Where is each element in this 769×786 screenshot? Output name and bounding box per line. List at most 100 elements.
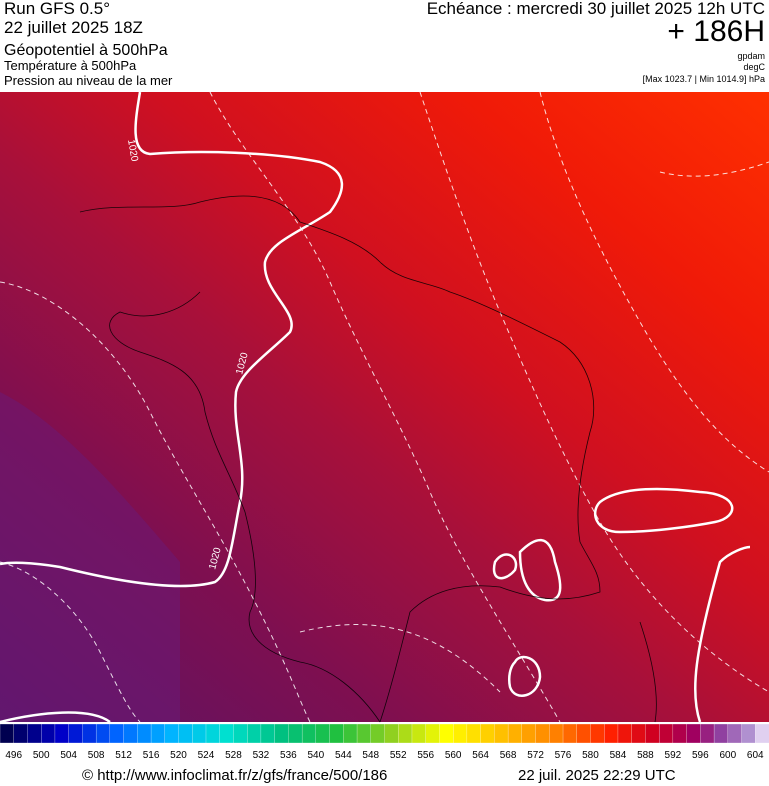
- color-swatch: [384, 724, 399, 744]
- field: Température à 500hPa: [4, 58, 137, 73]
- color-swatch: [590, 724, 605, 744]
- colorbar-label: 500: [33, 750, 50, 761]
- color-swatch: [54, 724, 70, 744]
- colorbar-label: 568: [500, 750, 517, 761]
- color-swatch: [301, 724, 317, 744]
- isotherms: [0, 92, 769, 723]
- color-swatch: [576, 724, 591, 744]
- color-swatch: [507, 724, 523, 744]
- run: Run GFS 0.5°: [4, 0, 111, 18]
- colorbar-label: 604: [747, 750, 764, 761]
- color-swatch: [453, 724, 468, 744]
- color-swatch: [356, 724, 372, 744]
- colorbar-label: 592: [665, 750, 682, 761]
- colorbar-label: 560: [445, 750, 462, 761]
- colorbar: 496 500 504 508 512 516 520 524 528 532 536 540 544 5…: [0, 724, 769, 761]
- color-swatch: [192, 724, 207, 744]
- color-swatch: [658, 724, 674, 744]
- color-swatch: [617, 724, 633, 744]
- color-swatch: [466, 724, 482, 744]
- color-swatch: [439, 724, 454, 744]
- isobars: [0, 92, 751, 724]
- color-swatch: [219, 724, 234, 744]
- color-swatch: [398, 724, 413, 744]
- colorbar-label: 600: [719, 750, 736, 761]
- run-date: 22 juillet 2025 18Z: [4, 18, 143, 37]
- colorbar-label: 596: [692, 750, 709, 761]
- color-swatch: [13, 724, 28, 744]
- color-swatch: [27, 724, 42, 744]
- forecast: Echéance : mercredi 30 juillet 2025 12h …: [426, 0, 765, 18]
- colorbar-label: 496: [5, 750, 22, 761]
- color-swatch: [727, 724, 742, 744]
- lead-time: + 186H: [667, 15, 765, 48]
- color-swatch: [150, 724, 166, 744]
- color-swatch: [274, 724, 289, 744]
- color-swatch: [480, 724, 495, 744]
- colorbar-label: 572: [527, 750, 544, 761]
- cold-region: [0, 392, 180, 722]
- color-swatch: [233, 724, 248, 744]
- color-swatch: [95, 724, 111, 744]
- color-swatch: [315, 724, 331, 744]
- color-swatch: [370, 724, 385, 744]
- color-swatch: [494, 724, 509, 744]
- colorbar-label: 508: [88, 750, 105, 761]
- colorbar-label: 544: [335, 750, 352, 761]
- color-swatch: [755, 724, 769, 744]
- colorbar-label: 528: [225, 750, 242, 761]
- colorbar-label: 548: [362, 750, 379, 761]
- map: 1020 1020 1020: [0, 92, 769, 724]
- colorbar-label: 556: [417, 750, 434, 761]
- color-swatch: [549, 724, 564, 744]
- colorbar-label: 540: [307, 750, 324, 761]
- pressure-range: [Max 1023.7 | Min 1014.9] hPa: [642, 74, 765, 84]
- colorbar-label: 524: [198, 750, 215, 761]
- colorbar-label: 588: [637, 750, 654, 761]
- color-swatch: [521, 724, 537, 744]
- color-swatch: [260, 724, 276, 744]
- unit: degC: [743, 62, 765, 72]
- color-swatch: [82, 724, 97, 744]
- color-swatch: [137, 724, 152, 744]
- color-swatch: [631, 724, 646, 744]
- timestamp: 22 juil. 2025 22:29 UTC: [518, 767, 676, 784]
- colorbar-label: 512: [115, 750, 132, 761]
- color-swatch: [109, 724, 125, 744]
- color-swatch: [247, 724, 262, 744]
- colorbar-label: 584: [610, 750, 627, 761]
- field: Pression au niveau de la mer: [4, 73, 173, 88]
- color-swatch: [205, 724, 221, 744]
- source-url: © http://www.infoclimat.fr/z/gfs/france/…: [82, 767, 388, 784]
- color-swatch: [645, 724, 660, 744]
- colorbar-label: 532: [253, 750, 270, 761]
- field: Géopotentiel à 500hPa: [4, 42, 168, 59]
- color-swatch: [164, 724, 179, 744]
- isobar-label: 1020: [125, 139, 140, 163]
- color-swatch: [178, 724, 193, 744]
- color-swatch: [288, 724, 303, 744]
- color-swatch: [123, 724, 138, 744]
- color-swatch: [329, 724, 344, 744]
- color-swatch: [672, 724, 688, 744]
- color-swatch: [0, 724, 15, 744]
- color-swatch: [713, 724, 729, 744]
- colorbar-label: 552: [390, 750, 407, 761]
- colorbar-label: 580: [582, 750, 599, 761]
- color-swatch: [535, 724, 550, 744]
- color-swatch: [411, 724, 427, 744]
- color-swatch: [343, 724, 358, 744]
- color-swatch: [425, 724, 440, 744]
- colorbar-label: 564: [472, 750, 489, 761]
- colorbar-label: 576: [555, 750, 572, 761]
- colorbar-label: 516: [143, 750, 160, 761]
- color-swatch: [686, 724, 701, 744]
- color-swatch: [700, 724, 715, 744]
- colorbar-label: 504: [60, 750, 77, 761]
- unit: gpdam: [737, 51, 765, 61]
- colorbar-label: 520: [170, 750, 187, 761]
- color-swatch: [562, 724, 578, 744]
- color-swatch: [68, 724, 83, 744]
- color-swatch: [41, 724, 56, 744]
